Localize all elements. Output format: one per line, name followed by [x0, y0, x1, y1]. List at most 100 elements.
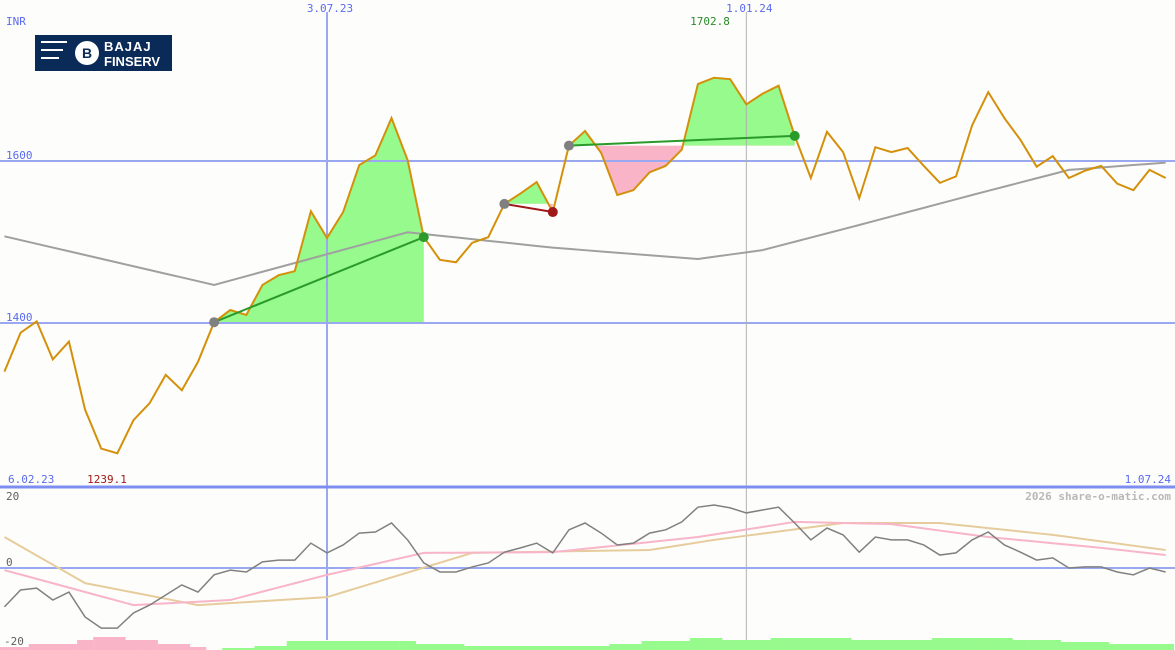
- histogram-bar: [835, 638, 852, 650]
- slow-signal-line: [3, 522, 1166, 607]
- histogram-bar: [593, 646, 610, 650]
- histogram-bar: [286, 641, 304, 650]
- trend-start-marker: [209, 317, 220, 328]
- histogram-bar: [0, 647, 13, 650]
- histogram-bar: [125, 640, 142, 650]
- histogram-bar: [722, 640, 739, 650]
- histogram-bar: [189, 647, 207, 650]
- histogram-bar: [673, 641, 691, 650]
- moving-average-line: [4, 161, 1166, 286]
- histogram-bar: [818, 638, 836, 650]
- histogram-bar: [512, 646, 529, 650]
- histogram-bar: [77, 640, 94, 650]
- histogram-bar: [770, 638, 787, 650]
- histogram-bar: [851, 640, 868, 650]
- histogram-bar: [528, 646, 545, 650]
- histogram-bar: [44, 644, 62, 650]
- histogram-bar: [1093, 642, 1110, 650]
- histogram-bar: [496, 646, 513, 650]
- end-date-label: 1.07.24: [1125, 473, 1172, 486]
- trend-line: [568, 134, 795, 147]
- histogram-bar: [883, 640, 900, 650]
- histogram-bar: [947, 638, 965, 650]
- histogram-bar: [980, 638, 997, 650]
- histogram-bar: [28, 644, 45, 650]
- start-date-label: 6.02.23: [8, 473, 54, 486]
- trend-end-marker: [789, 130, 800, 141]
- histogram-bar: [464, 646, 481, 650]
- histogram-bar: [1141, 644, 1158, 650]
- max-value-label: 1702.8: [690, 15, 730, 28]
- oscillator-tick-label: 20: [6, 490, 19, 503]
- oscillator-line: [3, 504, 1166, 629]
- histogram-bar: [415, 644, 433, 650]
- trend-start-marker: [499, 198, 510, 209]
- histogram-bar: [1077, 642, 1094, 650]
- histogram-bar: [1044, 640, 1062, 650]
- y-tick-label: 1400: [6, 311, 33, 324]
- trend-line: [504, 202, 553, 214]
- price-line: [3, 76, 1167, 455]
- histogram-bar: [689, 638, 707, 650]
- histogram-bar: [899, 640, 916, 650]
- min-value-label: 1239.1: [87, 473, 127, 486]
- histogram-bar: [222, 648, 239, 650]
- histogram-bar: [964, 638, 981, 650]
- oscillator-tick-label: 0: [6, 556, 13, 569]
- histogram-bar: [1060, 642, 1078, 650]
- histogram-bar: [399, 641, 416, 650]
- logo-mark-icon: [75, 41, 99, 65]
- histogram-bar: [641, 641, 658, 650]
- histogram-bar: [60, 644, 78, 650]
- fast-signal-line: [4, 520, 1166, 607]
- histogram-bar: [93, 637, 110, 650]
- histogram-bar: [1028, 640, 1045, 650]
- histogram-bar: [383, 641, 400, 650]
- histogram-bar: [335, 641, 352, 650]
- bajaj-finserv-logo: B BAJAJ FINSERV: [35, 35, 172, 71]
- histogram-bar: [754, 640, 771, 650]
- histogram-bar: [786, 638, 804, 650]
- histogram-bar: [802, 638, 820, 650]
- histogram-bar: [1125, 644, 1142, 650]
- histogram-bar: [173, 644, 191, 650]
- histogram-bar: [157, 644, 175, 650]
- gain-fill: [214, 118, 424, 323]
- x-tick-label: 1.01.24: [726, 2, 773, 15]
- loss-fill: [568, 145, 795, 196]
- histogram-bar: [738, 640, 755, 650]
- svg-text:FINSERV: FINSERV: [104, 54, 160, 69]
- trend-end-marker: [418, 232, 429, 243]
- oscillator-tick-label: -20: [4, 635, 24, 648]
- menu-icon: [41, 41, 67, 59]
- currency-label: INR: [6, 15, 26, 28]
- histogram-bar: [270, 646, 287, 650]
- histogram-bar: [931, 638, 949, 650]
- histogram-bar: [544, 646, 562, 650]
- histogram-bar: [609, 644, 626, 650]
- histogram-bar: [625, 644, 642, 650]
- histogram-bar: [448, 644, 465, 650]
- histogram-bar: [915, 640, 933, 650]
- watermark: 2026 share-o-matic.com: [1025, 490, 1171, 503]
- trend-end-marker: [547, 207, 558, 218]
- histogram-bar: [302, 641, 320, 650]
- histogram-bar: [577, 646, 594, 650]
- histogram-bar: [431, 644, 449, 650]
- x-tick-label: 3.07.23: [307, 2, 353, 15]
- histogram-bar: [319, 641, 336, 650]
- histogram-bar: [141, 640, 158, 650]
- gain-fill: [504, 182, 553, 204]
- svg-text:B: B: [82, 45, 92, 61]
- trend-line: [213, 236, 425, 324]
- histogram-bar: [254, 646, 271, 650]
- histogram-bar: [12, 647, 29, 650]
- histogram-bar: [706, 638, 723, 650]
- histogram-bar: [109, 637, 126, 650]
- histogram-bar: [367, 641, 384, 650]
- histogram-bar: [1012, 640, 1029, 650]
- histogram-bar: [238, 648, 255, 650]
- histogram-bar: [657, 641, 674, 650]
- histogram-bar: [996, 638, 1013, 650]
